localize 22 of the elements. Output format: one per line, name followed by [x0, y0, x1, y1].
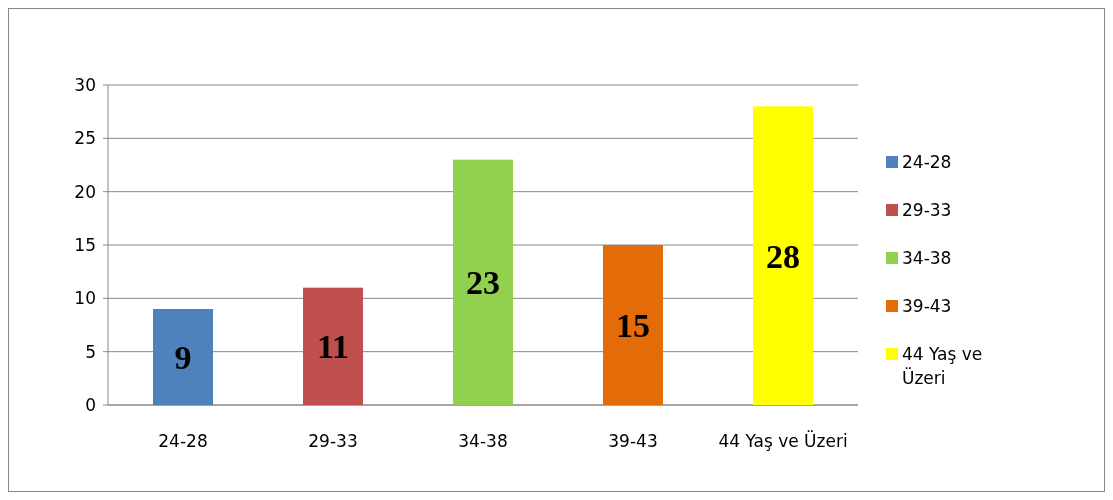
data-label: 9	[174, 339, 192, 376]
legend-label: 44 Yaş ve Üzeri	[902, 344, 983, 388]
legend-label: 24-28	[902, 152, 952, 172]
x-tick-label: 29-33	[308, 431, 358, 451]
data-label: 28	[766, 237, 800, 275]
legend-label: 34-38	[902, 248, 952, 268]
data-label: 11	[316, 328, 350, 366]
x-tick-label: 24-28	[158, 431, 208, 451]
legend-label: 29-33	[902, 200, 952, 220]
data-label: 23	[466, 264, 500, 302]
y-tick-label: 20	[74, 181, 96, 202]
y-tick-label: 25	[74, 128, 96, 149]
y-tick-label: 0	[85, 395, 96, 415]
x-tick-label: 44 Yaş ve Üzeri	[718, 430, 848, 451]
data-label: 15	[616, 307, 650, 344]
y-tick-label: 15	[74, 235, 96, 255]
legend-label: 39-43	[902, 296, 952, 316]
x-tick-label: 39-43	[608, 431, 658, 451]
y-tick-label: 30	[74, 75, 96, 95]
y-tick-label: 10	[74, 288, 96, 309]
y-tick-label: 5	[85, 341, 96, 362]
x-tick-label: 34-38	[458, 431, 508, 451]
